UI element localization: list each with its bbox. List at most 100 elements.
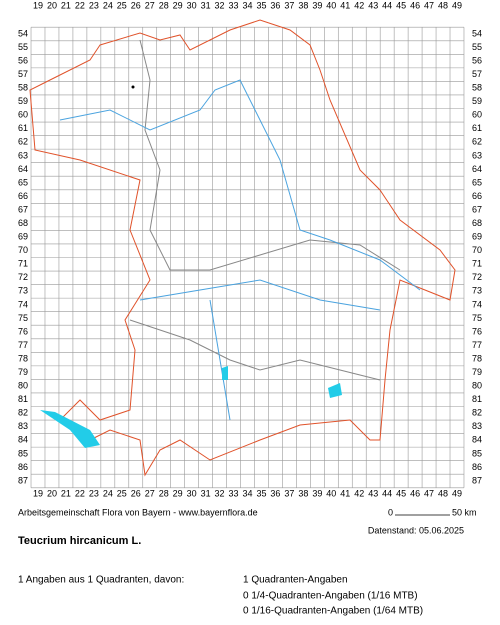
column-label: 21	[61, 488, 71, 498]
column-label: 36	[270, 488, 280, 498]
grid	[30, 26, 465, 489]
row-label: 82	[472, 408, 482, 418]
row-label: 86	[18, 462, 28, 472]
column-label: 35	[256, 488, 266, 498]
row-label: 58	[472, 83, 482, 93]
credit: Arbeitsgemeinschaft Flora von Bayern - w…	[18, 507, 258, 517]
column-label: 38	[298, 0, 308, 10]
state-border	[29, 19, 456, 477]
column-label: 29	[173, 0, 183, 10]
row-label: 84	[18, 435, 28, 445]
row-label: 56	[472, 55, 482, 65]
column-label: 45	[396, 0, 406, 10]
row-label: 72	[18, 272, 28, 282]
column-label: 42	[354, 0, 364, 10]
column-label: 39	[312, 0, 322, 10]
column-label: 49	[452, 0, 462, 10]
row-label: 81	[18, 394, 28, 404]
lake	[40, 410, 100, 448]
column-label: 25	[117, 0, 127, 10]
column-label: 45	[396, 488, 406, 498]
row-label: 74	[18, 299, 28, 309]
row-label: 77	[18, 340, 28, 350]
row-label: 73	[472, 286, 482, 296]
row-label: 78	[472, 353, 482, 363]
row-label: 65	[18, 177, 28, 187]
column-label: 43	[368, 488, 378, 498]
row-label: 65	[472, 177, 482, 187]
row-label: 86	[472, 462, 482, 472]
row-label: 84	[472, 435, 482, 445]
row-label: 60	[472, 110, 482, 120]
record-dot	[131, 85, 135, 89]
row-label: 68	[18, 218, 28, 228]
column-label: 34	[242, 0, 252, 10]
column-label: 28	[159, 488, 169, 498]
lake	[328, 383, 342, 398]
row-label: 75	[18, 313, 28, 323]
row-label: 61	[18, 123, 28, 133]
column-label: 44	[382, 488, 392, 498]
column-label: 30	[187, 0, 197, 10]
row-label: 67	[472, 204, 482, 214]
row-label: 59	[472, 96, 482, 106]
row-label: 83	[18, 421, 28, 431]
column-label: 44	[382, 0, 392, 10]
column-label: 23	[89, 488, 99, 498]
row-label: 57	[472, 69, 482, 79]
column-label: 27	[145, 488, 155, 498]
row-label: 79	[18, 367, 28, 377]
row-label: 62	[18, 137, 28, 147]
row-label: 71	[472, 259, 482, 269]
column-label: 30	[187, 488, 197, 498]
column-label: 36	[270, 0, 280, 10]
row-label: 87	[18, 475, 28, 485]
column-label: 39	[312, 488, 322, 498]
summary: 1 Angaben aus 1 Quadranten, davon:	[18, 575, 184, 586]
column-label: 32	[215, 488, 225, 498]
column-label: 31	[201, 488, 211, 498]
column-label: 22	[75, 0, 85, 10]
column-label: 48	[438, 0, 448, 10]
column-label: 40	[326, 0, 336, 10]
column-label: 37	[284, 488, 294, 498]
column-label: 47	[424, 488, 434, 498]
column-label: 26	[131, 488, 141, 498]
row-label: 60	[18, 110, 28, 120]
row-label: 72	[472, 272, 482, 282]
row-label: 85	[18, 448, 28, 458]
detail: 1 Quadranten-Angaben	[243, 575, 348, 586]
row-label: 67	[18, 204, 28, 214]
column-label: 41	[340, 488, 350, 498]
column-label: 32	[215, 0, 225, 10]
column-label: 40	[326, 488, 336, 498]
river	[139, 279, 381, 311]
row-label: 81	[472, 394, 482, 404]
row-label: 71	[18, 259, 28, 269]
row-label: 62	[472, 137, 482, 147]
row-label: 63	[472, 150, 482, 160]
row-label: 55	[472, 42, 482, 52]
scale-start: 0	[388, 507, 393, 517]
column-label: 31	[201, 0, 211, 10]
column-label: 27	[145, 0, 155, 10]
column-label: 19	[33, 0, 43, 10]
column-label: 49	[452, 488, 462, 498]
column-label: 26	[131, 0, 141, 10]
row-label: 80	[472, 381, 482, 391]
row-label: 80	[18, 381, 28, 391]
row-label: 77	[472, 340, 482, 350]
column-label: 29	[173, 488, 183, 498]
row-label: 56	[18, 55, 28, 65]
row-label: 63	[18, 150, 28, 160]
row-label: 70	[472, 245, 482, 255]
grid-labels: 19 19 20 20 21 21 22 22 23 23 24 24 25 25 26 26 27 27 28 28…	[18, 0, 482, 498]
row-label: 69	[18, 232, 28, 242]
row-label: 83	[472, 421, 482, 431]
column-label: 33	[229, 488, 239, 498]
column-label: 24	[103, 0, 113, 10]
row-label: 76	[472, 326, 482, 336]
row-label: 78	[18, 353, 28, 363]
column-label: 43	[368, 0, 378, 10]
column-label: 46	[410, 0, 420, 10]
